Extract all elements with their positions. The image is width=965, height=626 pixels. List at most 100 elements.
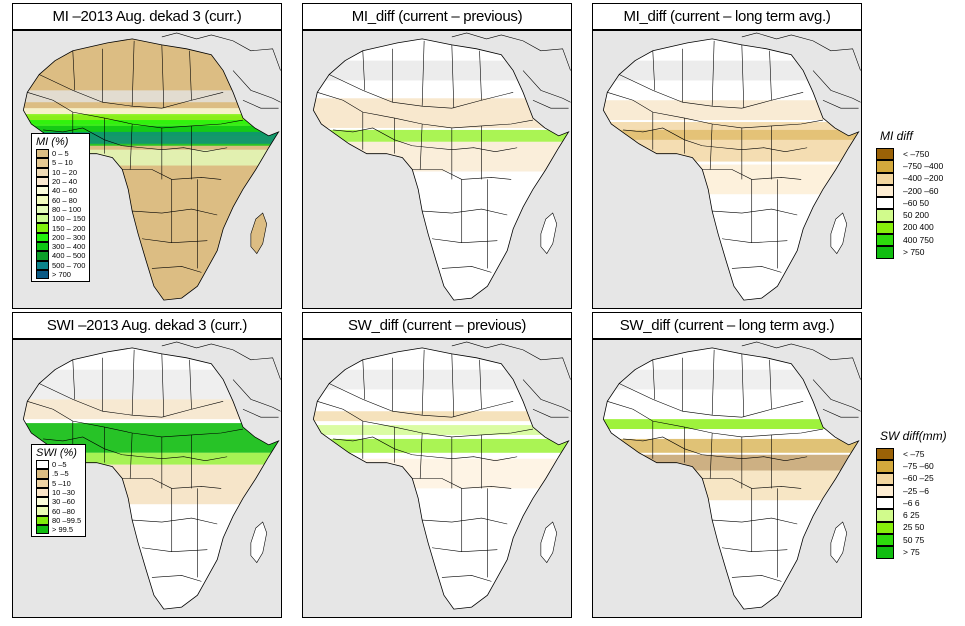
legend-item: 0 – 5 [36, 149, 85, 159]
legend-item: 40 – 60 [36, 186, 85, 196]
legend-label: 20 – 40 [52, 177, 78, 187]
legend-swatch [36, 506, 49, 516]
legend-swatch [36, 176, 49, 187]
value-band [313, 438, 569, 453]
legend-item: –60 50 [876, 197, 965, 210]
legend-label: 50 75 [903, 534, 925, 545]
legend-swatch [36, 497, 49, 507]
value-band [603, 122, 859, 162]
legend-label: > 700 [52, 270, 71, 279]
country-border [72, 349, 192, 418]
legend-label: 80 – 100 [52, 204, 82, 214]
country-border [132, 208, 218, 216]
legend-label: > 750 [903, 247, 925, 258]
legend-label: –400 –200 [903, 173, 944, 184]
legend-swatch [36, 149, 49, 159]
country-border [712, 208, 798, 216]
legend-item: –200 –60 [876, 184, 965, 198]
value-band [23, 114, 279, 124]
legend-item: 60 – 80 [36, 195, 85, 205]
country-border [27, 401, 244, 438]
legend-item: 60 –80 [36, 506, 81, 516]
legend-label: –6 6 [903, 497, 920, 508]
africa-coastline [312, 38, 570, 301]
value-band [23, 399, 279, 420]
legend-swatch [876, 448, 894, 461]
madagascar [540, 521, 558, 564]
legend-label: –25 –6 [903, 485, 929, 496]
country-border [712, 517, 798, 525]
panel-title: MI_diff (current – long term avg.) [592, 3, 862, 30]
legend-label: 0 –5 [52, 460, 67, 470]
country-border [619, 74, 804, 109]
legend-swatch [876, 460, 894, 473]
value-band [603, 369, 859, 390]
africa-coastline [602, 38, 860, 301]
legend-item: 80 – 100 [36, 204, 85, 215]
africa-map [602, 341, 861, 610]
country-border [652, 349, 772, 418]
legend-label: 60 – 80 [52, 195, 78, 205]
value-band [603, 60, 859, 81]
panel-title: SW_diff (current – long term avg.) [592, 312, 862, 339]
legend-swatch [876, 197, 894, 210]
legend-label: 30 –60 [52, 497, 75, 507]
legend-swi: SWI (%) 0 –5.5 –5 5 –10 10 –30 30 –60 60 –80… [31, 444, 87, 538]
legend-swatch [36, 260, 49, 270]
value-band [313, 60, 569, 81]
legend-item: < –75 [876, 448, 965, 461]
value-band [313, 458, 569, 489]
legend-label: –750 –400 [903, 160, 944, 171]
country-border [652, 40, 772, 109]
legend-item: 0 –5 [36, 460, 81, 470]
legend-item: 100 – 150 [36, 214, 85, 224]
panel-title: MI_diff (current – previous) [302, 3, 572, 30]
value-band [603, 100, 859, 121]
legend-swatch [36, 223, 49, 233]
country-border [422, 208, 508, 216]
map-mi-diff-previous [302, 30, 572, 309]
legend-swatch [36, 167, 49, 177]
legend-label: 10 –30 [52, 488, 75, 498]
legend-label: –75 –60 [903, 460, 934, 471]
coastline-outline [451, 32, 571, 109]
legend-swatch [876, 497, 894, 510]
legend-swatch [36, 232, 49, 242]
legend-item: –750 –400 [876, 160, 965, 173]
legend-swatch [876, 484, 894, 498]
legend-swatch [876, 209, 894, 222]
legend-label: 0 – 5 [52, 149, 69, 159]
value-band [313, 98, 569, 128]
country-border [362, 112, 488, 269]
value-band [23, 90, 279, 103]
coastline-outline [741, 341, 861, 418]
legend-sw-diff: SW diff(mm) < –75 –75 –60 –60 –25 –25 –6 –6 … [876, 429, 965, 559]
legend-label: 25 50 [903, 522, 925, 533]
legend-swatch [36, 214, 49, 224]
legend-item: 30 –60 [36, 497, 81, 507]
map-sw-diff-lta [592, 339, 862, 618]
legend-swatch [36, 515, 49, 526]
africa-map [312, 341, 571, 610]
legend-item: 150 – 200 [36, 223, 85, 233]
value-band [313, 129, 569, 142]
legend-item: 400 – 500 [36, 251, 85, 261]
coastline-outline [161, 341, 281, 418]
legend-item: 10 – 20 [36, 167, 85, 177]
country-border [72, 112, 198, 269]
madagascar [830, 521, 848, 564]
legend-item: .5 –5 [36, 469, 81, 479]
africa-map [312, 32, 571, 301]
legend-swatch [876, 184, 894, 198]
legend-swatch [876, 521, 894, 535]
legend-item: > 750 [876, 246, 965, 259]
legend-swatch [876, 234, 894, 247]
africa-coastline [602, 347, 860, 610]
legend-item: 5 –10 [36, 478, 81, 488]
legend-title: MI diff [880, 129, 913, 143]
legend-swatch [876, 546, 894, 559]
legend-label: 500 – 700 [52, 260, 86, 270]
legend-swatch [36, 460, 49, 470]
legend-item: 50 75 [876, 534, 965, 547]
